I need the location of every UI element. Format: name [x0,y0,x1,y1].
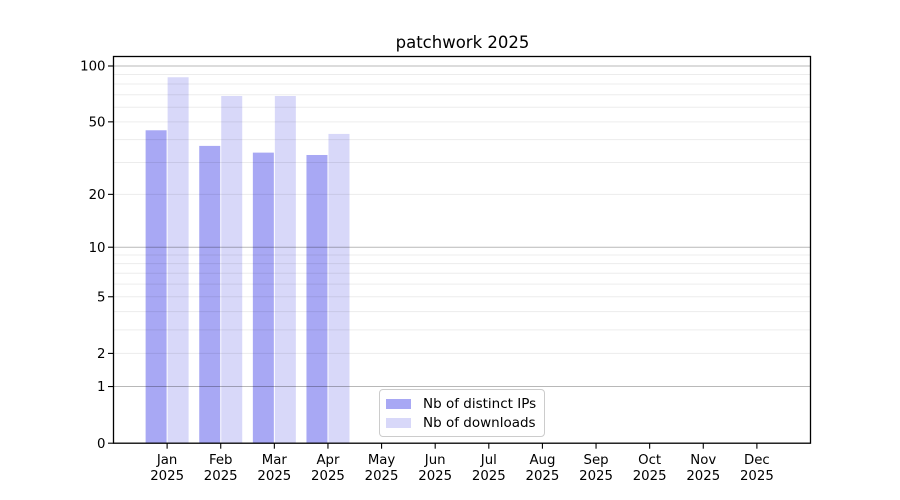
x-tick-label: 2025 [579,469,613,484]
x-tick-label: Oct [638,453,661,468]
x-tick-label: 2025 [526,469,560,484]
chart-title: patchwork 2025 [395,33,530,52]
x-tick-label: 2025 [472,469,506,484]
legend: Nb of distinct IPs Nb of downloads [379,389,545,437]
legend-label-downloads: Nb of downloads [423,415,536,431]
x-tick-label: 2025 [311,469,345,484]
x-tick-label: Mar [262,453,288,468]
legend-item-downloads: Nb of downloads [386,415,538,431]
y-tick-label: 1 [97,380,105,395]
y-tick-label: 0 [97,437,105,452]
x-tick-label: 2025 [365,469,399,484]
y-tick-label: 5 [97,290,105,305]
x-tick-label: Nov [690,453,716,468]
x-tick-label: 2025 [150,469,184,484]
x-tick-label: 2025 [204,469,238,484]
legend-swatch-distinct-ips [386,399,411,409]
x-tick-label: Aug [529,453,555,468]
x-tick-label: 2025 [418,469,452,484]
bar-distinct-ips [252,152,274,444]
x-tick-label: Dec [744,453,770,468]
x-tick-label: 2025 [686,469,720,484]
y-tick-label: 20 [89,188,106,203]
legend-label-distinct-ips: Nb of distinct IPs [423,396,537,412]
bar-downloads [328,133,350,444]
bar-distinct-ips [145,130,167,444]
x-tick-label: 2025 [740,469,774,484]
legend-swatch-downloads [386,418,411,428]
bar-distinct-ips [306,154,328,444]
x-tick-label: 2025 [633,469,667,484]
bar-distinct-ips [199,145,221,444]
plot-border [112,55,812,444]
bar-downloads [221,95,243,444]
x-tick-label: Jul [480,453,497,468]
x-tick-label: Apr [316,453,340,468]
x-tick-label: Feb [209,453,233,468]
legend-item-distinct-ips: Nb of distinct IPs [386,396,538,412]
x-tick-label: Jun [424,453,446,468]
bar-downloads [274,95,296,444]
y-tick-label: 10 [89,241,106,256]
x-tick-label: Jan [156,453,178,468]
bar-downloads [167,77,189,444]
y-tick-label: 100 [80,60,105,75]
y-tick-label: 50 [89,116,106,131]
x-tick-label: 2025 [257,469,291,484]
x-tick-label: May [368,453,396,468]
x-tick-label: Sep [584,453,609,468]
y-tick-label: 2 [97,347,105,362]
